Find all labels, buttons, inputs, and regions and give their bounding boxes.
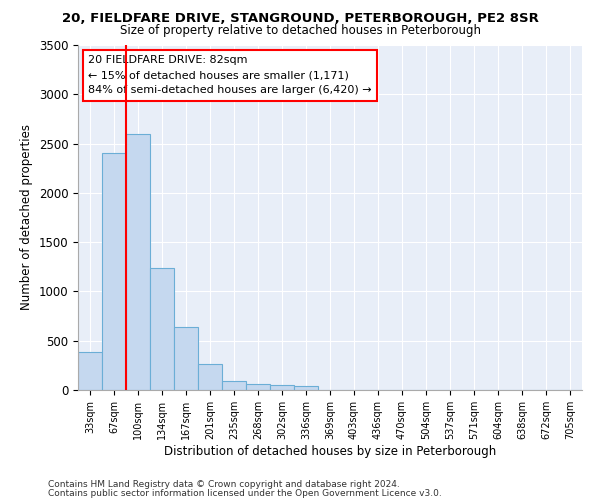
Text: Contains HM Land Registry data © Crown copyright and database right 2024.: Contains HM Land Registry data © Crown c… <box>48 480 400 489</box>
Bar <box>222 380 246 390</box>
Text: Contains public sector information licensed under the Open Government Licence v3: Contains public sector information licen… <box>48 488 442 498</box>
Bar <box>102 154 126 390</box>
Bar <box>150 268 174 390</box>
Bar <box>246 384 270 390</box>
Y-axis label: Number of detached properties: Number of detached properties <box>20 124 33 310</box>
Bar <box>78 352 102 390</box>
Bar <box>294 386 318 390</box>
Text: Size of property relative to detached houses in Peterborough: Size of property relative to detached ho… <box>119 24 481 37</box>
Bar <box>198 364 222 390</box>
X-axis label: Distribution of detached houses by size in Peterborough: Distribution of detached houses by size … <box>164 444 496 458</box>
Text: 20 FIELDFARE DRIVE: 82sqm
← 15% of detached houses are smaller (1,171)
84% of se: 20 FIELDFARE DRIVE: 82sqm ← 15% of detac… <box>88 56 372 95</box>
Bar <box>126 134 150 390</box>
Bar <box>174 327 198 390</box>
Bar <box>270 384 294 390</box>
Text: 20, FIELDFARE DRIVE, STANGROUND, PETERBOROUGH, PE2 8SR: 20, FIELDFARE DRIVE, STANGROUND, PETERBO… <box>62 12 538 26</box>
